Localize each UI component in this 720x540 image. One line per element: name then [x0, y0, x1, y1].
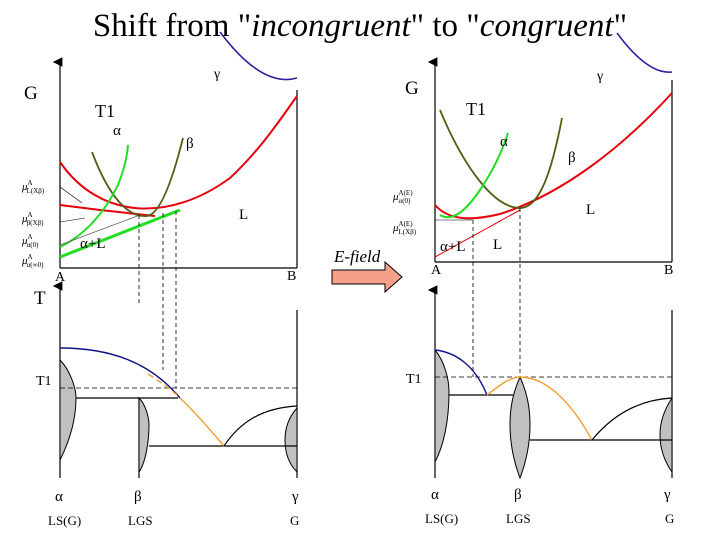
right-orange-right [519, 376, 593, 441]
left-label-lsg: LS(G) [48, 513, 81, 528]
left-metastable-curve [147, 373, 181, 399]
left-label-g: G [290, 513, 299, 528]
arrow-shape [331, 260, 403, 294]
right-gamma-liquidus [591, 397, 673, 441]
left-tangent-thin [59, 214, 141, 246]
right-liquidus [434, 349, 488, 396]
right-beta-label: β [568, 150, 576, 166]
right-label-gamma: γ [663, 487, 671, 503]
right-label-beta: β [514, 487, 522, 503]
right-b-label: B [664, 263, 673, 278]
left-gamma-curve [219, 31, 298, 81]
right-phase-diagram: T1 α LS(G) β LGS γ G [406, 285, 674, 526]
right-phase-t1: T1 [406, 372, 422, 387]
right-energy-diagram: G T1 α β γ L L α+L μA(E) α(0) μA(E) L(Xβ) … [392, 32, 673, 377]
right-t1-label: T1 [466, 99, 486, 119]
right-mu-1: μA(E) α(0) [392, 189, 413, 205]
left-label-alpha: α [55, 489, 63, 505]
left-beta-lens [138, 396, 150, 474]
right-label-alpha: α [431, 487, 439, 503]
left-t1-label: T1 [95, 101, 115, 121]
right-alpha-lens [434, 348, 450, 463]
right-liquid-label-2: L [493, 237, 502, 253]
left-gamma-label: γ [213, 67, 220, 82]
left-b-label: B [287, 269, 296, 284]
left-g-label: G [24, 83, 38, 104]
left-energy-diagram: G T1 α β γ L α+L μA L(Xβ) μA β(Xβ) μA α(0) … [21, 31, 298, 388]
left-beta-curve [91, 137, 184, 217]
right-gamma-curve [616, 32, 673, 73]
left-liquidus [59, 347, 181, 399]
right-alpha-label: α [500, 134, 508, 150]
left-mu-3: μA α(0) [21, 233, 39, 249]
right-label-lsg: LS(G) [425, 511, 458, 526]
left-gamma-lens [284, 406, 298, 474]
title-part-3: " [613, 8, 628, 44]
left-t-label: T [34, 288, 46, 309]
right-orange-left [486, 376, 521, 396]
left-liquid-tangent [59, 204, 156, 217]
title-word-congruent: congruent [479, 8, 614, 44]
left-common-tangent [59, 208, 181, 259]
right-label-lgs: LGS [506, 511, 531, 526]
left-label-lgs: LGS [128, 513, 153, 528]
right-beta-curve [439, 109, 563, 209]
left-phase-diagram: T1 T α LS(G) β LGS γ G [34, 281, 299, 528]
right-liquid-curve [434, 92, 673, 220]
slide-title: Shift from "incongruent" to "congruent" [0, 8, 720, 45]
left-gamma-liquidus [223, 405, 298, 447]
left-mu-2: μA β(Xβ) [21, 211, 44, 227]
left-alpha-curve [59, 144, 129, 248]
left-phase-t1: T1 [36, 374, 52, 389]
left-alpha-lens [59, 358, 77, 461]
left-alpha-label: α [113, 123, 121, 139]
right-alpha-curve [439, 132, 509, 219]
title-word-incongruent: incongruent [251, 8, 411, 44]
right-gamma-label: γ [596, 69, 603, 84]
right-liquid-label: L [586, 202, 595, 218]
left-mu-1: μA L(Xβ) [21, 179, 45, 195]
right-alpha-l-label: α+L [440, 239, 465, 255]
left-liquid-label: L [239, 207, 248, 223]
right-tangent-thin [434, 209, 521, 258]
left-a-label: A [55, 270, 66, 285]
right-beta-lens [509, 375, 531, 480]
left-alpha-l-label: α+L [80, 236, 105, 252]
left-mu1-leader [59, 186, 83, 204]
left-label-beta: β [134, 489, 142, 505]
left-beta-label: β [186, 136, 194, 152]
left-mu-4: μA α(∞0) [21, 253, 44, 269]
right-mu-2: μA(E) L(Xβ) [392, 220, 417, 236]
left-mu2-leader [59, 217, 86, 223]
left-orange-curve [179, 397, 225, 447]
e-field-arrow: E-field [331, 247, 403, 294]
left-label-gamma: γ [291, 489, 299, 505]
right-g-label: G [405, 78, 419, 99]
right-label-g: G [665, 511, 674, 526]
right-a-label: A [431, 263, 442, 278]
title-part-2: " to " [410, 8, 480, 44]
right-gamma-lens [659, 396, 673, 474]
e-field-label: E-field [333, 247, 381, 266]
left-liquid-curve [59, 95, 298, 210]
